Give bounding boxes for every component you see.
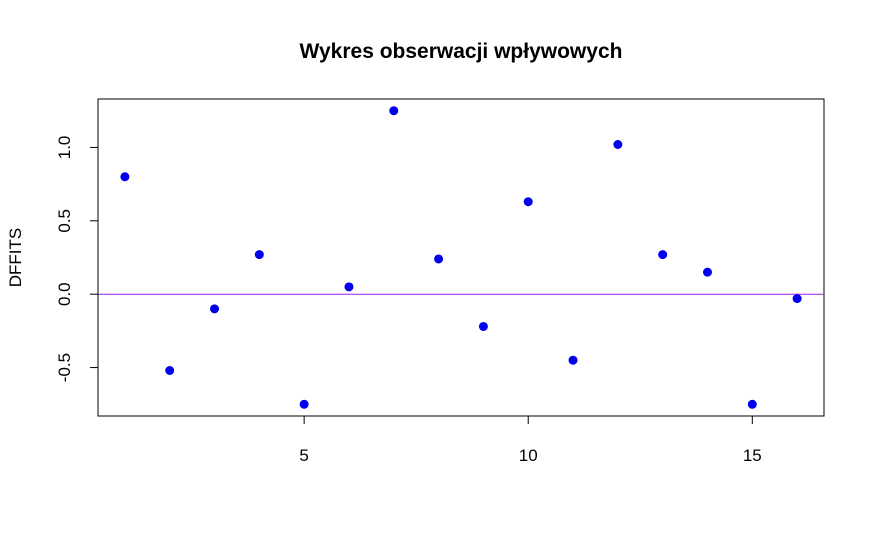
y-tick-label: 0.5 <box>55 209 74 233</box>
data-point <box>523 197 533 207</box>
data-point <box>299 399 309 409</box>
data-point <box>344 282 354 292</box>
data-point <box>165 366 175 376</box>
x-tick-label: 10 <box>519 446 538 465</box>
data-point <box>120 172 130 182</box>
data-point <box>613 139 623 149</box>
data-point <box>210 304 220 314</box>
data-point <box>747 399 757 409</box>
x-tick-label: 5 <box>299 446 308 465</box>
data-point <box>658 250 668 260</box>
y-axis: -0.5 0.0 0.5 1.0 <box>55 136 99 382</box>
data-points <box>120 106 802 409</box>
x-tick-label: 15 <box>743 446 762 465</box>
data-point <box>792 294 802 304</box>
data-point <box>254 250 264 260</box>
data-point <box>434 254 444 264</box>
y-tick-label: -0.5 <box>55 353 74 382</box>
y-axis-label: DFFITS <box>6 228 25 288</box>
chart-title: Wykres obserwacji wpływowych <box>300 40 623 63</box>
data-point <box>478 321 488 331</box>
plot-frame <box>97 98 825 417</box>
x-axis: 5 10 15 <box>299 415 762 465</box>
y-tick-label: 1.0 <box>55 136 74 160</box>
data-point <box>702 267 712 277</box>
data-point <box>568 355 578 365</box>
data-point <box>389 106 399 116</box>
y-tick-label: 0.0 <box>55 282 74 306</box>
